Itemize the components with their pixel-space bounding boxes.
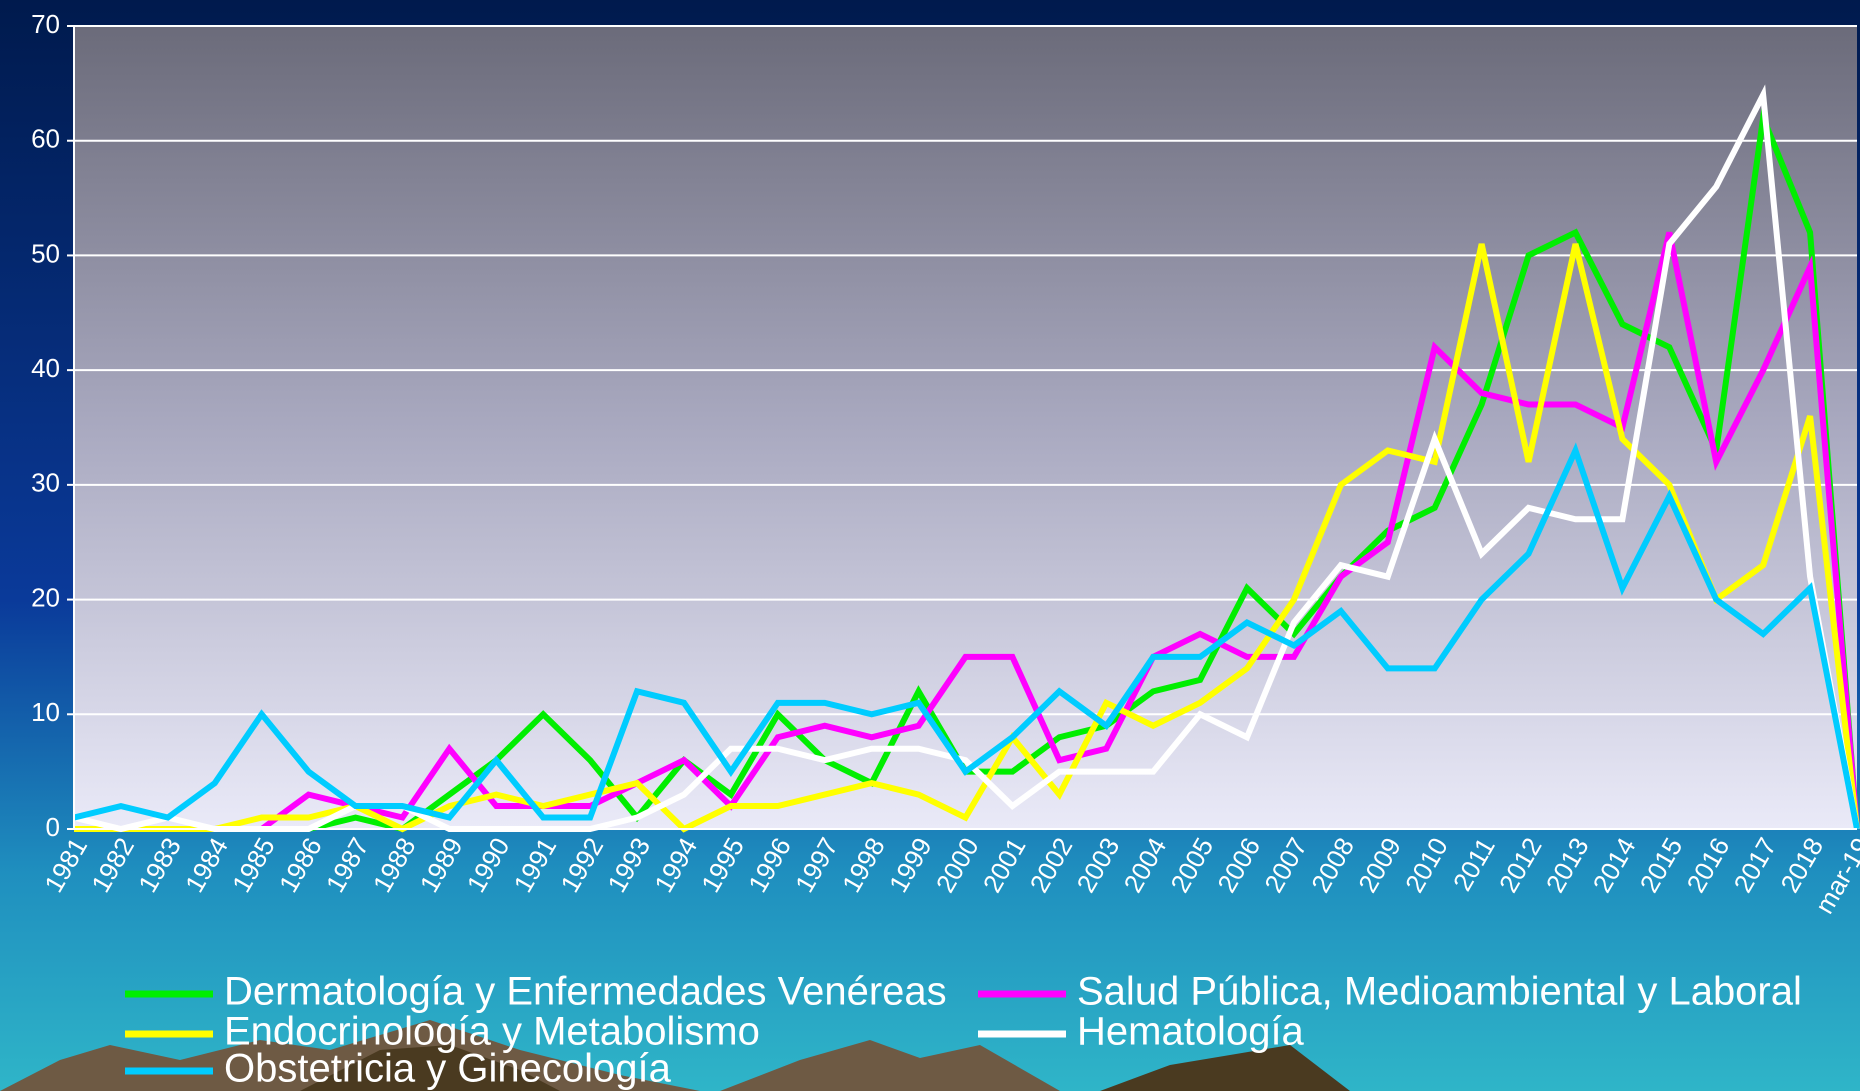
legend-label: Dermatología y Enfermedades Venéreas	[224, 970, 947, 1014]
y-tick-label: 20	[31, 582, 60, 612]
chart: 0102030405060701981198219831984198519861…	[0, 0, 1860, 1091]
y-tick-label: 10	[31, 697, 60, 727]
y-tick-label: 70	[31, 9, 60, 39]
legend-label: Obstetricia y Ginecología	[224, 1047, 672, 1091]
legend-label: Hematología	[1077, 1010, 1305, 1054]
y-tick-label: 50	[31, 238, 60, 268]
legend-label: Salud Pública, Medioambiental y Laboral	[1077, 970, 1802, 1014]
y-tick-label: 40	[31, 353, 60, 383]
y-tick-label: 30	[31, 468, 60, 498]
y-tick-label: 0	[46, 812, 60, 842]
y-tick-label: 60	[31, 124, 60, 154]
plot-area	[74, 26, 1857, 829]
